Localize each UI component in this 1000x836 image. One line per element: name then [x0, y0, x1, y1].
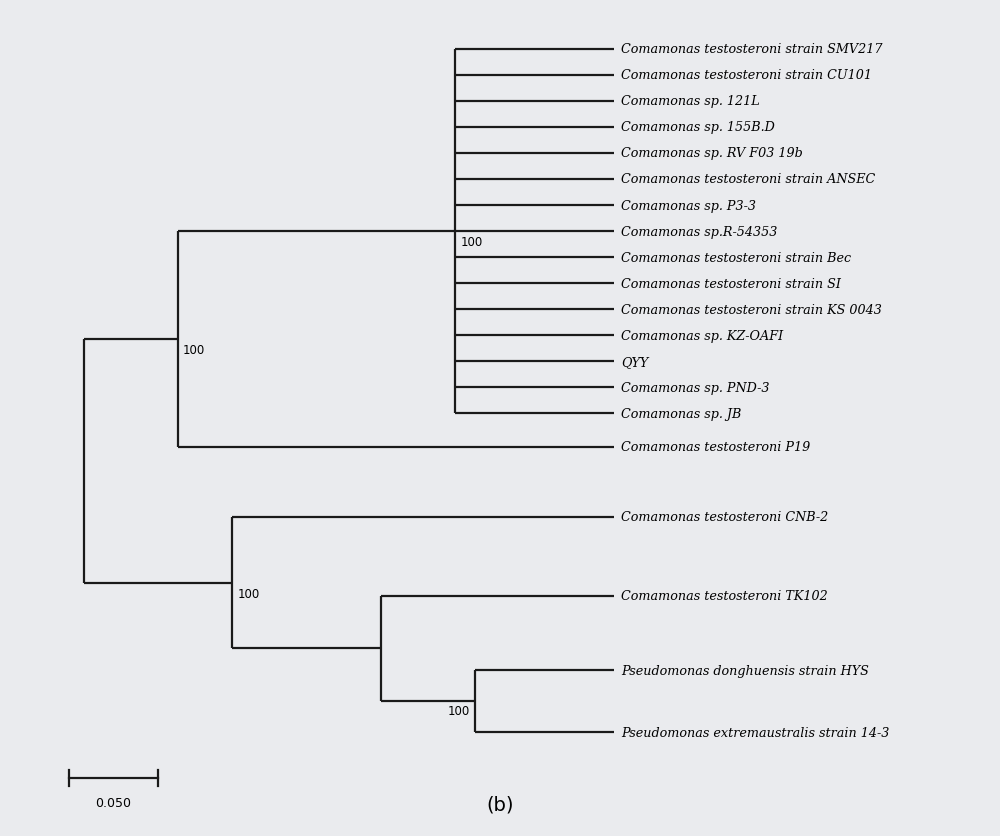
Text: Comamonas testosteroni strain KS 0043: Comamonas testosteroni strain KS 0043	[621, 303, 882, 316]
Text: Comamonas testosteroni strain ANSEC: Comamonas testosteroni strain ANSEC	[621, 173, 875, 186]
Text: 100: 100	[448, 704, 470, 717]
Text: Comamonas sp. P3-3: Comamonas sp. P3-3	[621, 199, 756, 212]
Text: Comamonas sp.R-54353: Comamonas sp.R-54353	[621, 225, 777, 238]
Text: Comamonas testosteroni strain SI: Comamonas testosteroni strain SI	[621, 278, 841, 290]
Text: 100: 100	[183, 344, 205, 356]
Text: Pseudomonas extremaustralis strain 14-3: Pseudomonas extremaustralis strain 14-3	[621, 726, 889, 739]
Text: Pseudomonas donghuensis strain HYS: Pseudomonas donghuensis strain HYS	[621, 664, 869, 677]
Text: QYY: QYY	[621, 355, 648, 369]
Text: Comamonas testosteroni strain CU101: Comamonas testosteroni strain CU101	[621, 69, 872, 82]
Text: Comamonas sp. 155B.D: Comamonas sp. 155B.D	[621, 121, 775, 135]
Text: Comamonas sp. RV F03 19b: Comamonas sp. RV F03 19b	[621, 147, 803, 161]
Text: Comamonas testosteroni strain Bec: Comamonas testosteroni strain Bec	[621, 252, 851, 264]
Text: Comamonas testosteroni strain SMV217: Comamonas testosteroni strain SMV217	[621, 43, 882, 56]
Text: (b): (b)	[486, 795, 514, 813]
Text: Comamonas sp. PND-3: Comamonas sp. PND-3	[621, 381, 769, 395]
Text: 100: 100	[237, 587, 259, 600]
Text: Comamonas testosteroni P19: Comamonas testosteroni P19	[621, 441, 810, 453]
Text: 100: 100	[460, 236, 483, 249]
Text: Comamonas testosteroni TK102: Comamonas testosteroni TK102	[621, 589, 828, 603]
Text: Comamonas testosteroni CNB-2: Comamonas testosteroni CNB-2	[621, 511, 828, 524]
Text: Comamonas sp. 121L: Comamonas sp. 121L	[621, 95, 760, 108]
Text: 0.050: 0.050	[95, 796, 131, 809]
Text: Comamonas sp. JB: Comamonas sp. JB	[621, 407, 741, 421]
Text: Comamonas sp. KZ-OAFI: Comamonas sp. KZ-OAFI	[621, 329, 783, 342]
